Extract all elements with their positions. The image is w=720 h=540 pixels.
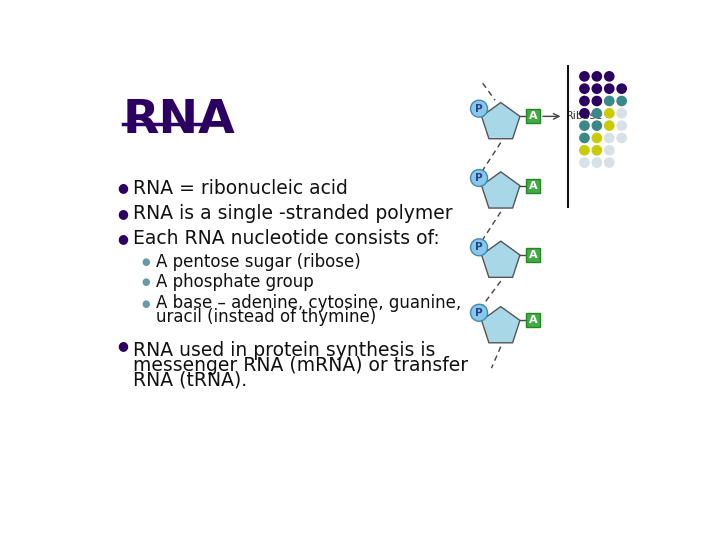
Circle shape bbox=[580, 133, 589, 143]
Circle shape bbox=[580, 96, 589, 106]
Circle shape bbox=[580, 72, 589, 81]
Text: A pentose sugar (ribose): A pentose sugar (ribose) bbox=[156, 253, 361, 271]
Text: P: P bbox=[475, 104, 483, 114]
Circle shape bbox=[593, 84, 601, 93]
Text: A: A bbox=[528, 250, 537, 260]
Circle shape bbox=[593, 121, 601, 130]
Circle shape bbox=[593, 158, 601, 167]
Circle shape bbox=[593, 146, 601, 155]
Text: P: P bbox=[475, 173, 483, 183]
Circle shape bbox=[471, 100, 487, 117]
Circle shape bbox=[617, 96, 626, 106]
Circle shape bbox=[580, 121, 589, 130]
Text: Ribose: Ribose bbox=[566, 111, 603, 122]
Polygon shape bbox=[482, 241, 520, 278]
Text: ●: ● bbox=[142, 257, 150, 267]
Text: ●: ● bbox=[117, 181, 128, 194]
Polygon shape bbox=[482, 172, 520, 208]
Polygon shape bbox=[482, 103, 520, 139]
Circle shape bbox=[605, 146, 614, 155]
Text: P: P bbox=[475, 242, 483, 252]
Text: ●: ● bbox=[117, 232, 128, 245]
Circle shape bbox=[617, 84, 626, 93]
Circle shape bbox=[605, 72, 614, 81]
Circle shape bbox=[593, 96, 601, 106]
Text: uracil (instead of thymine): uracil (instead of thymine) bbox=[156, 308, 376, 326]
Text: ●: ● bbox=[142, 299, 150, 308]
Circle shape bbox=[580, 146, 589, 155]
Circle shape bbox=[580, 109, 589, 118]
Circle shape bbox=[593, 109, 601, 118]
Circle shape bbox=[605, 121, 614, 130]
Circle shape bbox=[605, 96, 614, 106]
Circle shape bbox=[580, 84, 589, 93]
FancyBboxPatch shape bbox=[526, 110, 540, 123]
Circle shape bbox=[471, 239, 487, 256]
Text: A base – adenine, cytosine, guanine,: A base – adenine, cytosine, guanine, bbox=[156, 294, 461, 313]
FancyBboxPatch shape bbox=[526, 179, 540, 193]
FancyBboxPatch shape bbox=[526, 314, 540, 327]
Circle shape bbox=[617, 133, 626, 143]
Circle shape bbox=[605, 133, 614, 143]
Text: RNA: RNA bbox=[122, 98, 235, 143]
Text: A phosphate group: A phosphate group bbox=[156, 273, 314, 291]
Circle shape bbox=[605, 158, 614, 167]
Circle shape bbox=[605, 109, 614, 118]
Text: RNA (tRNA).: RNA (tRNA). bbox=[132, 370, 247, 389]
Circle shape bbox=[471, 170, 487, 186]
Circle shape bbox=[593, 133, 601, 143]
Text: RNA = ribonucleic acid: RNA = ribonucleic acid bbox=[132, 179, 348, 198]
Text: A: A bbox=[528, 111, 537, 122]
Polygon shape bbox=[482, 307, 520, 343]
Circle shape bbox=[605, 84, 614, 93]
FancyBboxPatch shape bbox=[526, 248, 540, 262]
Text: RNA is a single -stranded polymer: RNA is a single -stranded polymer bbox=[132, 204, 452, 223]
Text: ●: ● bbox=[117, 207, 128, 220]
Text: A: A bbox=[528, 181, 537, 191]
Text: P: P bbox=[475, 308, 483, 318]
Text: Each RNA nucleotide consists of:: Each RNA nucleotide consists of: bbox=[132, 230, 439, 248]
Text: messenger RNA (mRNA) or transfer: messenger RNA (mRNA) or transfer bbox=[132, 356, 468, 375]
Circle shape bbox=[580, 158, 589, 167]
Text: ●: ● bbox=[117, 339, 128, 353]
Circle shape bbox=[617, 121, 626, 130]
Text: RNA used in protein synthesis is: RNA used in protein synthesis is bbox=[132, 341, 435, 360]
Circle shape bbox=[617, 109, 626, 118]
Text: A: A bbox=[528, 315, 537, 326]
Circle shape bbox=[593, 72, 601, 81]
Text: ●: ● bbox=[142, 277, 150, 287]
Circle shape bbox=[471, 304, 487, 321]
